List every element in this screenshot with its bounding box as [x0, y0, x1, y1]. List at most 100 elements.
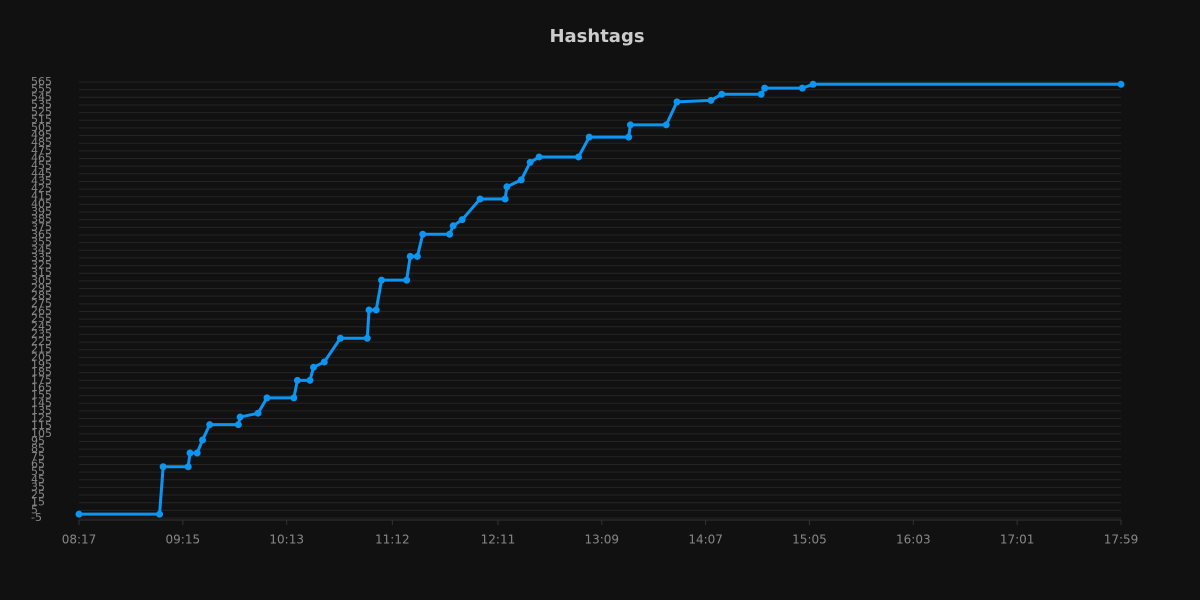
y-tick-label: 175	[31, 373, 52, 386]
point	[413, 252, 421, 260]
y-tick-label: 345	[31, 243, 52, 256]
y-tick-label: 365	[31, 228, 52, 241]
point	[378, 276, 386, 284]
x-tick-label: 17:01	[1000, 533, 1035, 547]
line	[79, 82, 1121, 516]
point	[310, 363, 318, 371]
y-tick-label: 155	[31, 389, 52, 402]
point	[403, 276, 411, 284]
point	[363, 334, 371, 342]
y-tick-label: 495	[31, 129, 52, 142]
y-tick-label: 445	[31, 167, 52, 180]
y-tick-label: 375	[31, 220, 52, 233]
y-tick-label: 535	[31, 98, 52, 111]
y-tick-label: 305	[31, 274, 52, 287]
point	[193, 449, 201, 457]
point	[757, 90, 765, 98]
point	[290, 394, 298, 402]
y-tick-label: 95	[31, 435, 45, 448]
point	[809, 80, 817, 88]
y-tick-label: 245	[31, 320, 52, 333]
y-tick-label: 425	[31, 182, 52, 195]
x-tick-label: 16:03	[896, 533, 931, 547]
y-tick-label: 325	[31, 259, 52, 272]
y-tick-label: 385	[31, 213, 52, 226]
point	[75, 510, 83, 518]
y-tick-label: 5	[31, 503, 38, 516]
point	[718, 90, 726, 98]
y-tick-label: 195	[31, 358, 52, 371]
y-tick-label: 565	[31, 75, 52, 88]
y-tick-label: 285	[31, 289, 52, 302]
point	[372, 306, 380, 314]
y-tick-label: 435	[31, 174, 52, 187]
y-tick-label: 315	[31, 266, 52, 279]
point	[236, 413, 244, 421]
x-tick-label: 15:05	[792, 533, 827, 547]
y-tick-label: 505	[31, 121, 52, 134]
y-tick-label: 395	[31, 205, 52, 218]
point	[184, 463, 192, 471]
y-tick-label: 215	[31, 343, 52, 356]
point	[419, 230, 427, 238]
point	[575, 153, 583, 161]
y-tick-label: 515	[31, 113, 52, 126]
point	[535, 153, 543, 161]
point	[293, 376, 301, 384]
y-tick-label: 75	[31, 450, 45, 463]
y-tick-label: 45	[31, 473, 45, 486]
y-tick-label: 475	[31, 144, 52, 157]
y-tick-label: 55	[31, 465, 45, 478]
y-tick-label: 35	[31, 480, 45, 493]
point	[501, 195, 509, 203]
point	[156, 510, 164, 518]
point	[159, 463, 167, 471]
y-tick-label: 225	[31, 335, 52, 348]
point	[761, 84, 769, 92]
y-tick-label: 205	[31, 350, 52, 363]
point	[199, 436, 207, 444]
point	[254, 409, 262, 417]
y-tick-label: 265	[31, 304, 52, 317]
y-tick-label: 165	[31, 381, 52, 394]
y-tick-label: 185	[31, 366, 52, 379]
point	[365, 306, 373, 314]
point	[673, 98, 681, 106]
x-tick-label: 17:59	[1104, 533, 1139, 547]
y-tick-label: 295	[31, 282, 52, 295]
x-tick-label: 14:07	[688, 533, 723, 547]
point	[1117, 80, 1125, 88]
y-tick-label: 125	[31, 412, 52, 425]
y-tick-label: 145	[31, 396, 52, 409]
y-tick-label: 355	[31, 236, 52, 249]
x-tick-label: 11:12	[375, 533, 410, 547]
y-tick-label: 85	[31, 442, 45, 455]
y-tick-label: 415	[31, 190, 52, 203]
point	[517, 176, 525, 184]
y-tick-label: 455	[31, 159, 52, 172]
point	[446, 230, 454, 238]
x-tick-label: 12:11	[481, 533, 516, 547]
x-tick-label: 13:09	[584, 533, 619, 547]
point	[503, 183, 511, 191]
point	[585, 133, 593, 141]
y-tick-label: 525	[31, 106, 52, 119]
y-tick-label: 255	[31, 312, 52, 325]
x-tick-label: 08:17	[62, 533, 97, 547]
point	[625, 133, 633, 141]
y-tick-label: 275	[31, 297, 52, 310]
y-tick-label: 555	[31, 83, 52, 96]
y-tick-label: 405	[31, 197, 52, 210]
point	[449, 222, 457, 230]
point	[406, 252, 414, 260]
point	[234, 421, 242, 429]
chart-title: Hashtags	[549, 26, 644, 47]
point	[263, 394, 271, 402]
y-tick-label: 335	[31, 251, 52, 264]
point	[662, 121, 670, 129]
y-tick-label: 135	[31, 404, 52, 417]
y-tick-label: 115	[31, 419, 52, 432]
point	[626, 121, 634, 129]
